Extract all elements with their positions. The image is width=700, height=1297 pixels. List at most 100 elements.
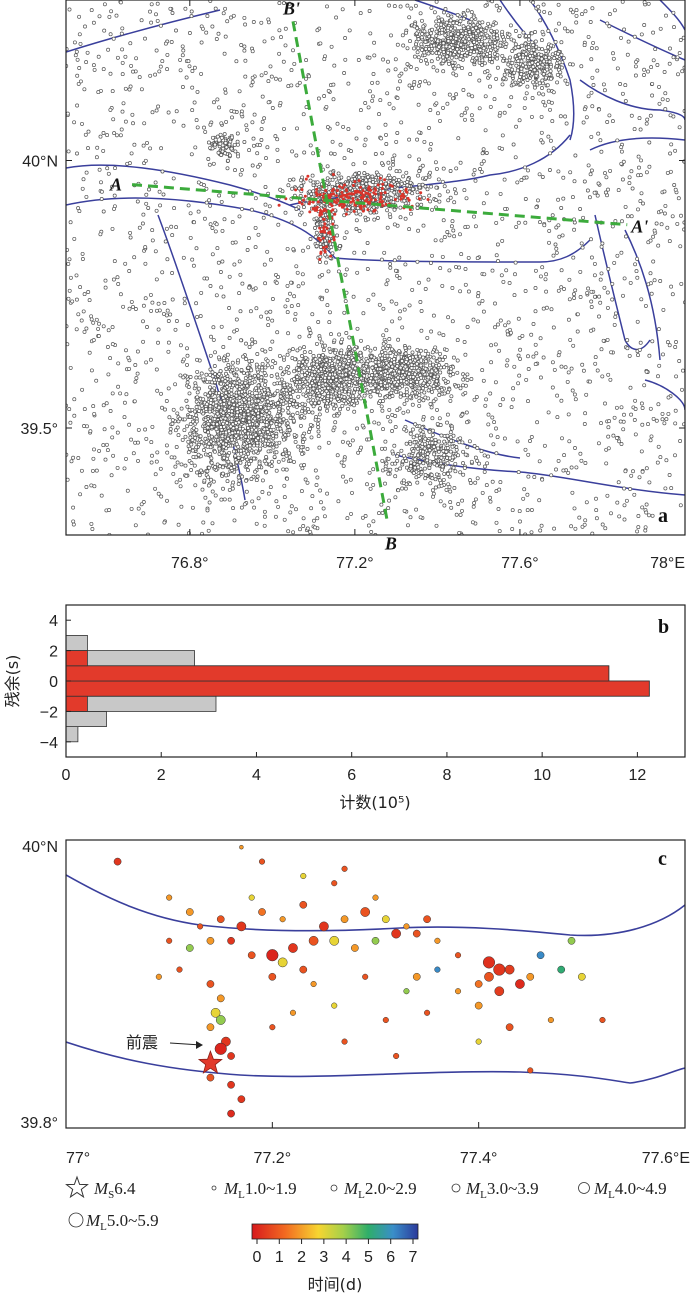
event-point <box>643 525 648 530</box>
event-point <box>70 299 75 304</box>
event-point <box>80 186 85 191</box>
event-point <box>199 468 203 473</box>
event-point <box>247 345 252 349</box>
event-point <box>254 521 259 526</box>
event-point <box>533 342 538 347</box>
event-point <box>441 333 446 338</box>
event-point <box>159 391 163 396</box>
event-point <box>417 130 422 135</box>
event-point <box>448 500 453 505</box>
event-point <box>481 201 486 206</box>
event-point <box>196 209 201 214</box>
event-point <box>573 288 578 293</box>
event-point <box>94 468 99 473</box>
event-point <box>325 303 330 308</box>
event-point <box>275 372 280 377</box>
event-point <box>411 82 416 87</box>
event-point <box>381 427 385 432</box>
event-point <box>359 445 363 450</box>
event-point <box>354 136 359 141</box>
event-point <box>550 385 555 390</box>
event-point <box>653 47 658 52</box>
event-point <box>540 140 545 145</box>
event-point <box>638 340 643 345</box>
event-point <box>670 214 675 219</box>
event-point <box>637 116 642 121</box>
event-point <box>277 353 282 358</box>
event-point <box>679 281 684 286</box>
event-point <box>385 353 390 358</box>
event-point <box>214 37 219 41</box>
event-point <box>103 457 108 462</box>
event-point <box>136 427 141 432</box>
event-point <box>450 319 455 324</box>
event-point <box>204 200 209 205</box>
event-point <box>277 406 282 411</box>
event-point <box>395 96 400 100</box>
event-point <box>91 20 96 25</box>
event-point <box>483 128 488 133</box>
event-point <box>660 411 665 416</box>
event-point <box>460 498 465 503</box>
event-point <box>377 302 382 307</box>
event-point <box>208 0 213 3</box>
event-point <box>173 382 178 387</box>
event-point <box>458 512 463 517</box>
event-point <box>232 380 237 385</box>
event-point <box>480 151 485 156</box>
event-point <box>101 148 106 153</box>
event-point <box>128 84 133 89</box>
event-point <box>296 394 301 399</box>
event-point <box>599 421 603 426</box>
event-point <box>419 35 424 40</box>
event-point <box>572 392 577 397</box>
event-point <box>518 356 523 361</box>
event-point <box>665 97 670 102</box>
event-point <box>195 314 200 319</box>
event-point <box>642 73 646 77</box>
event-point <box>223 379 228 384</box>
event-point <box>408 356 413 360</box>
event-point <box>280 408 285 413</box>
event-point <box>261 392 266 397</box>
event-point <box>261 416 266 421</box>
event-point <box>233 453 238 458</box>
event-point <box>589 328 593 333</box>
event-point <box>451 372 456 377</box>
event-point <box>269 421 274 426</box>
event-point <box>316 429 321 434</box>
fault-line <box>66 197 541 263</box>
event-point <box>650 513 655 518</box>
event-point <box>657 84 661 89</box>
event-point <box>515 180 520 185</box>
event-point <box>347 366 352 371</box>
event-point <box>292 369 297 374</box>
event-point <box>366 125 371 130</box>
event-point <box>67 407 72 412</box>
event-point <box>369 409 374 413</box>
event-point <box>340 373 345 378</box>
event-point <box>671 10 676 15</box>
event-point <box>477 301 482 306</box>
event-point <box>625 214 630 219</box>
event-point <box>397 316 402 321</box>
event-point <box>619 405 624 410</box>
event-point <box>416 368 421 373</box>
event-point <box>188 422 193 427</box>
event-point <box>481 309 486 314</box>
event-point <box>271 359 275 364</box>
event-point <box>566 412 571 417</box>
event-point <box>255 352 260 356</box>
event-point <box>522 105 527 110</box>
event-point <box>630 186 635 191</box>
event-point <box>217 391 221 396</box>
event-point <box>331 82 336 87</box>
event-point <box>472 501 477 505</box>
event-point <box>265 358 270 363</box>
event-point <box>221 421 226 426</box>
event-point <box>677 125 682 130</box>
event-point <box>309 400 314 405</box>
event-point <box>489 343 494 348</box>
event-point <box>265 145 270 150</box>
event-point <box>415 137 420 142</box>
